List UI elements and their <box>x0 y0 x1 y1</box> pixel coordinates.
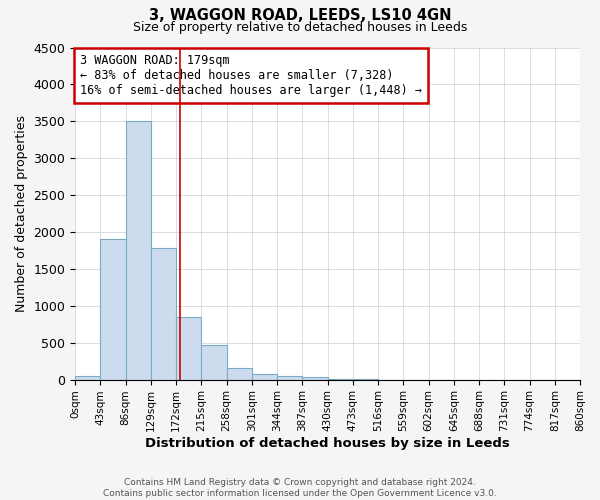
Text: 3 WAGGON ROAD: 179sqm
← 83% of detached houses are smaller (7,328)
16% of semi-d: 3 WAGGON ROAD: 179sqm ← 83% of detached … <box>80 54 422 97</box>
Bar <box>75 376 100 380</box>
Bar <box>100 240 125 380</box>
Bar <box>328 379 353 380</box>
Text: 3, WAGGON ROAD, LEEDS, LS10 4GN: 3, WAGGON ROAD, LEEDS, LS10 4GN <box>149 8 451 22</box>
Text: Size of property relative to detached houses in Leeds: Size of property relative to detached ho… <box>133 21 467 34</box>
Bar <box>277 376 302 380</box>
Bar <box>151 248 176 380</box>
Text: Contains HM Land Registry data © Crown copyright and database right 2024.
Contai: Contains HM Land Registry data © Crown c… <box>103 478 497 498</box>
Bar <box>252 374 277 380</box>
Bar <box>202 345 227 380</box>
Bar <box>125 122 151 380</box>
Bar <box>227 368 252 380</box>
Y-axis label: Number of detached properties: Number of detached properties <box>15 115 28 312</box>
Bar <box>176 317 202 380</box>
Bar <box>302 378 328 380</box>
X-axis label: Distribution of detached houses by size in Leeds: Distribution of detached houses by size … <box>145 437 510 450</box>
